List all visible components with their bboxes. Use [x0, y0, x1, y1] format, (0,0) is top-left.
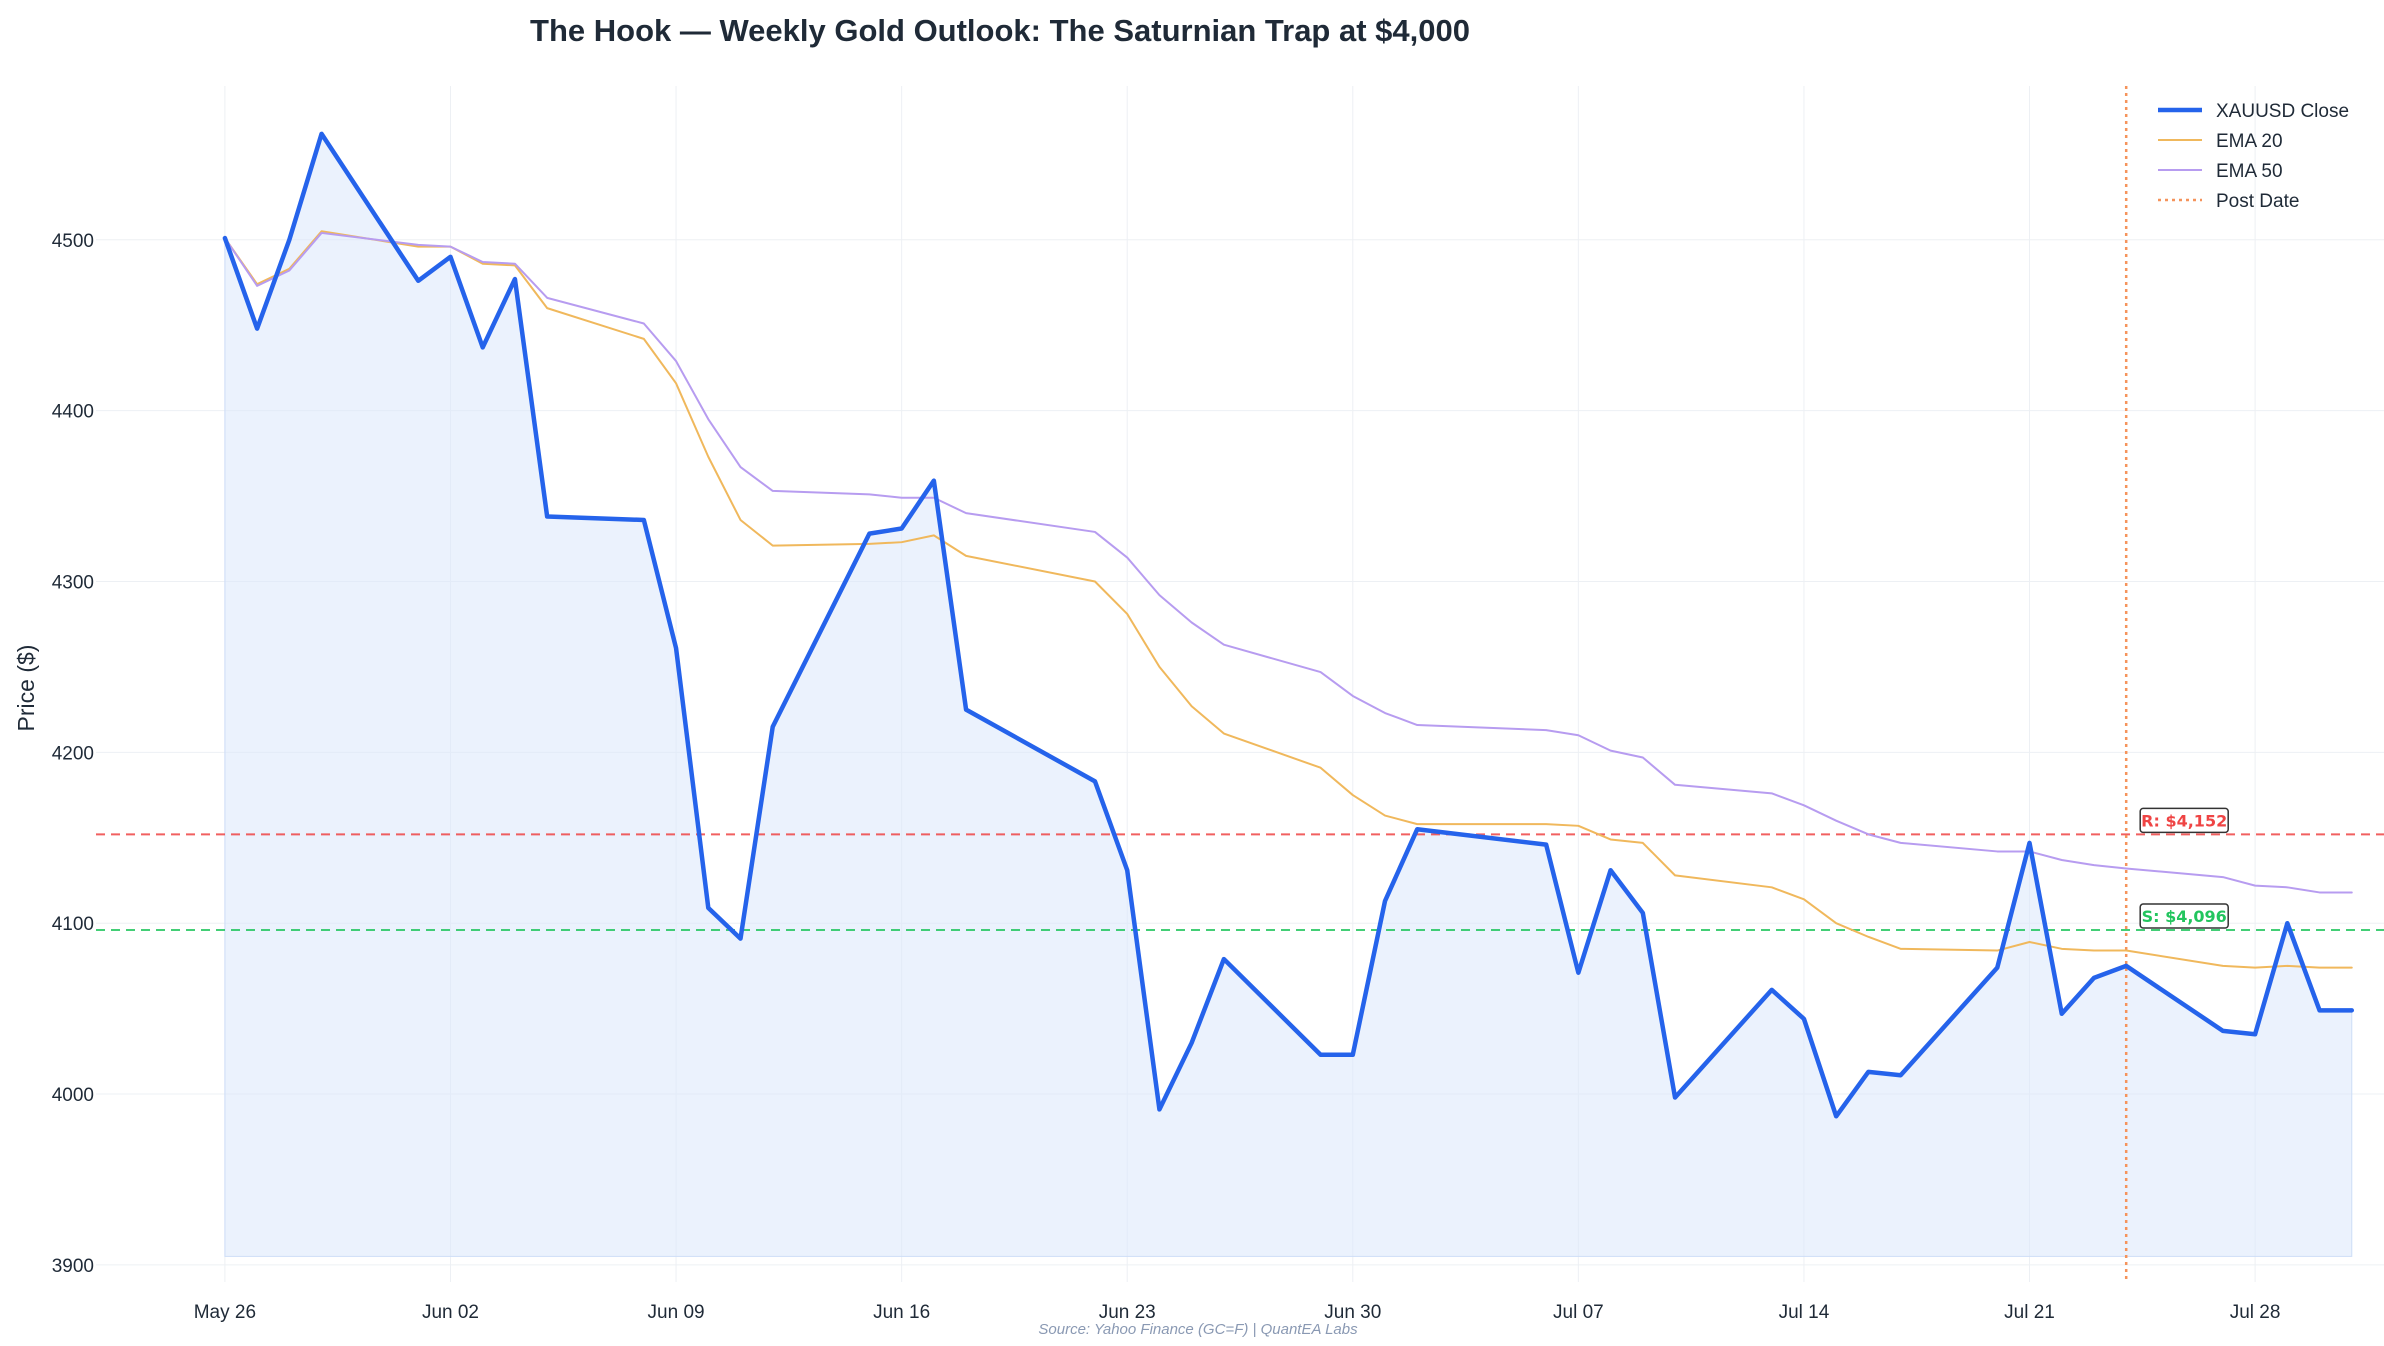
chart-title: The Hook — Weekly Gold Outlook: The Satu… [530, 13, 1470, 48]
resistance-label-text: R: $4,152 [2141, 811, 2227, 830]
legend: XAUUSD Close EMA 20 EMA 50 Post Date [2158, 101, 2349, 212]
x-tick-label: Jun 30 [1324, 1302, 1381, 1323]
y-tick-label: 4100 [52, 914, 94, 935]
x-tick-label: May 26 [194, 1302, 256, 1323]
y-axis-label: Price ($) [13, 645, 39, 732]
y-tick-label: 4500 [52, 231, 94, 252]
levels: R: $4,152 S: $4,096 [96, 86, 2384, 1282]
legend-entry: EMA 50 [2216, 161, 2283, 182]
y-tick-label: 4000 [52, 1085, 94, 1106]
x-tick-label: Jun 16 [873, 1302, 930, 1323]
legend-entry: EMA 20 [2216, 131, 2283, 152]
series-line-xauusd-close [222, 131, 2355, 1119]
x-tick-label: Jul 14 [1779, 1302, 1830, 1323]
y-tick-label: 3900 [52, 1256, 94, 1277]
x-tick-label: Jun 09 [648, 1302, 705, 1323]
x-tick-label: Jul 28 [2230, 1302, 2281, 1323]
support-label: S: $4,096 [2139, 903, 2229, 929]
source-note: Source: Yahoo Finance (GC=F) | QuantEA L… [1038, 1321, 1358, 1338]
x-tick-label: Jun 02 [422, 1302, 479, 1323]
y-tick-label: 4400 [52, 402, 94, 423]
resistance-label-box [2139, 807, 2229, 834]
series-line-ema-20 [223, 230, 2353, 969]
resistance-label: R: $4,152 [2139, 807, 2229, 834]
support-label-text: S: $4,096 [2142, 907, 2227, 926]
support-label-box [2139, 903, 2229, 929]
x-tick-label: Jul 07 [1553, 1302, 1604, 1323]
y-tick-label: 4300 [52, 572, 94, 593]
legend-entry: XAUUSD Close [2216, 101, 2349, 122]
legend-entry: Post Date [2216, 191, 2299, 212]
x-tick-label: Jun 23 [1099, 1302, 1156, 1323]
x-tick-label: Jul 21 [2004, 1302, 2055, 1323]
tick-labels: 3900 4000 4100 4200 4300 4400 4500 May 26 Jun 02… [52, 231, 2281, 1323]
series-line-ema-50 [223, 231, 2353, 894]
y-tick-label: 4200 [52, 743, 94, 764]
series-lines [222, 131, 2355, 1119]
